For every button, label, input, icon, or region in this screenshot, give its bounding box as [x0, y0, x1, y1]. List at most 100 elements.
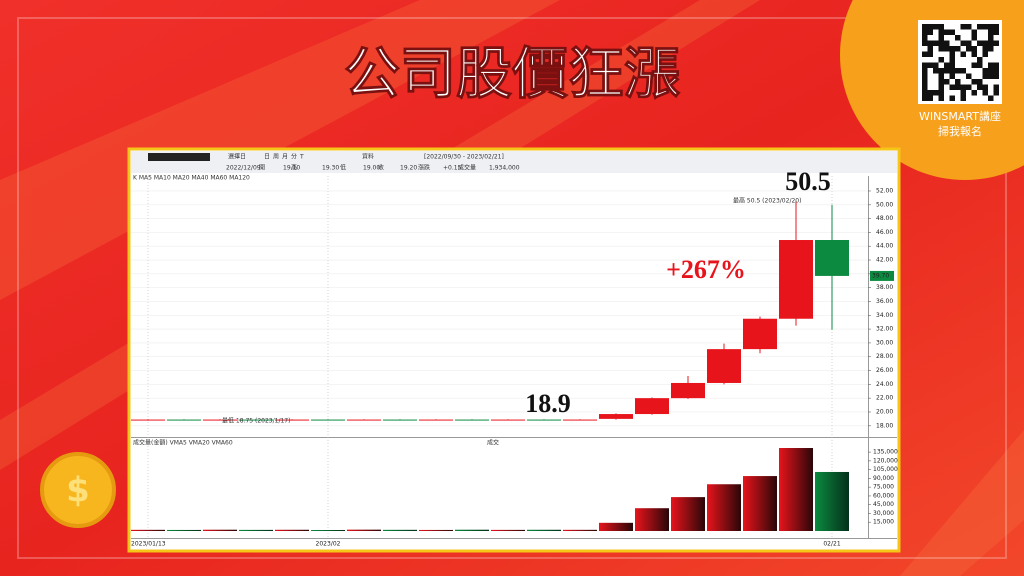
qr-cell [977, 57, 983, 63]
volume-bar [671, 497, 705, 531]
qr-cell [949, 29, 955, 35]
volume-bar [563, 529, 597, 531]
period-button[interactable]: 周 [273, 154, 279, 161]
volume-bar [383, 529, 417, 531]
volume-tick-label: 90,000 [873, 475, 894, 482]
last-price-label: 39.70 [872, 272, 889, 279]
qr-cell [938, 57, 944, 63]
qr-cell [971, 29, 977, 35]
qr-cell [977, 40, 983, 46]
qr-cell [949, 95, 955, 101]
quote-field: 2022/12/09 [226, 165, 261, 172]
quote-field: 高 [291, 164, 297, 172]
y-tick-label: 30.00 [876, 339, 893, 346]
qr-cell [927, 46, 933, 52]
qr-cell [949, 62, 955, 68]
qr-cell [955, 35, 961, 41]
qr-cell [922, 90, 928, 96]
quote-field: 漲跌 [418, 164, 430, 172]
volume-legend: 成交量(金額) VMA5 VMA20 VMA60 [133, 439, 233, 447]
qr-cell [927, 95, 933, 101]
y-tick-label: 42.00 [876, 257, 893, 264]
qr-cell [993, 29, 999, 35]
qr-cell [988, 68, 994, 74]
qr-cell [949, 57, 955, 63]
y-tick-label: 48.00 [876, 215, 893, 222]
qr-cell [960, 68, 966, 74]
qr-cell [993, 24, 999, 30]
qr-cell [960, 84, 966, 90]
qr-cell [960, 24, 966, 30]
qr-pattern [922, 24, 999, 101]
promo-cta[interactable]: 掃我報名 [938, 124, 982, 138]
qr-cell [982, 68, 988, 74]
volume-bar [167, 529, 201, 531]
candle-body [527, 419, 561, 421]
qr-cell [993, 73, 999, 79]
annotation-base: 18.9 [525, 389, 571, 418]
qr-cell [944, 29, 950, 35]
frame-line [17, 17, 1007, 559]
qr-cell [933, 68, 939, 74]
volume-bar [347, 529, 381, 531]
quote-field: 19.00 [363, 165, 380, 172]
candle-body [419, 419, 453, 421]
volume-bar [275, 529, 309, 531]
qr-cell [982, 73, 988, 79]
candle-body [563, 419, 597, 421]
qr-cell [922, 35, 928, 41]
qr-cell [988, 24, 994, 30]
qr-cell [977, 62, 983, 68]
candle-body [311, 419, 345, 421]
qr-cell [922, 62, 928, 68]
qr-cell [966, 46, 972, 52]
volume-bar [815, 471, 849, 531]
volume-tick-label: 45,000 [873, 501, 894, 508]
date-range: [2022/09/30 - 2023/02/21] [424, 154, 504, 161]
candle-body [131, 419, 165, 421]
period-button[interactable]: 日 [264, 154, 270, 161]
volume-bar [743, 476, 777, 531]
panel-divider [131, 437, 897, 438]
qr-cell [971, 51, 977, 57]
period-button[interactable]: 分 [291, 153, 297, 161]
qr-cell [927, 24, 933, 30]
candle-body [239, 419, 273, 421]
period-button[interactable]: 月 [282, 154, 288, 161]
period-button[interactable]: T [299, 154, 304, 161]
qr-cell [971, 35, 977, 41]
y-tick-label: 46.00 [876, 229, 893, 236]
qr-cell [982, 40, 988, 46]
x-tick-label: 2023/02 [316, 541, 341, 548]
toolbar-label: 資料 [362, 153, 374, 161]
qr-cell [988, 62, 994, 68]
qr-cell [938, 90, 944, 96]
qr-cell [922, 40, 928, 46]
quote-field: 成交量 [458, 164, 476, 172]
qr-cell [977, 84, 983, 90]
y-tick-label: 22.00 [876, 395, 893, 402]
qr-cell [966, 40, 972, 46]
qr-cell [944, 62, 950, 68]
quote-field: 開 [259, 165, 265, 172]
qr-cell [922, 68, 928, 74]
qr-cell [960, 51, 966, 57]
y-tick-label: 18.00 [876, 422, 893, 429]
volume-tick-label: 135,000 [873, 449, 898, 456]
qr-cell [933, 90, 939, 96]
qr-cell [966, 73, 972, 79]
y-tick-label: 26.00 [876, 367, 893, 374]
qr-cell [966, 84, 972, 90]
qr-cell [922, 95, 928, 101]
y-tick-label: 32.00 [876, 326, 893, 333]
y-tick-label: 28.00 [876, 353, 893, 360]
stripe [900, 430, 1024, 576]
qr-cell [988, 35, 994, 41]
candle-body [275, 419, 309, 421]
volume-tick-label: 30,000 [873, 510, 894, 517]
qr-cell [927, 29, 933, 35]
qr-cell [922, 51, 928, 57]
qr-cell [938, 68, 944, 74]
promo-brand: WINSMART講座 [919, 109, 1001, 123]
axis-line [131, 538, 897, 539]
